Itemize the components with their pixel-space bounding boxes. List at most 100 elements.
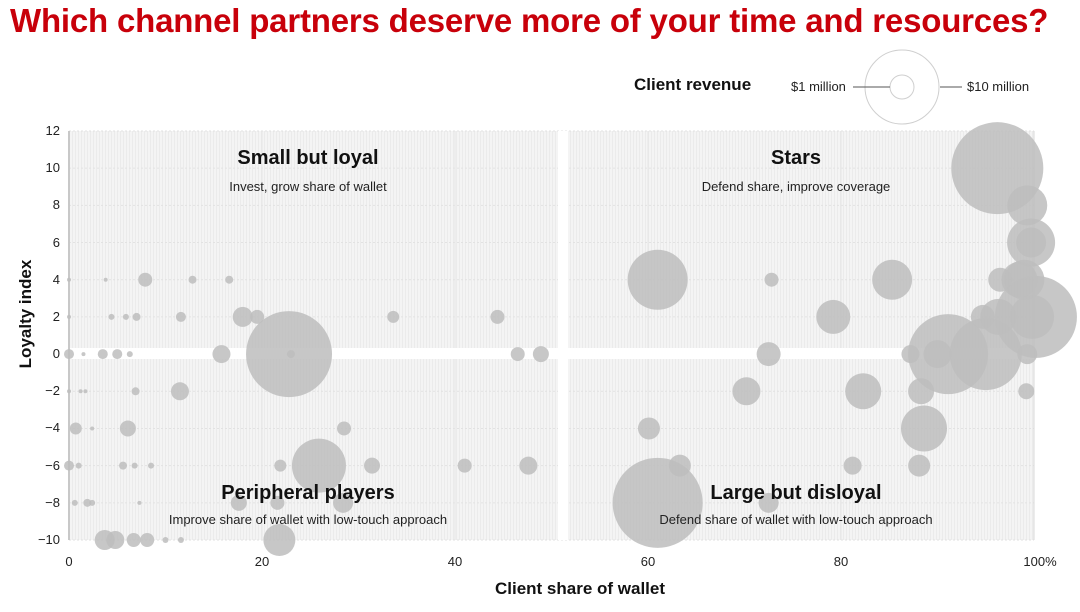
- quadrant-title-small-but-loyal: Small but loyal: [237, 147, 379, 169]
- quadrant-subtitle-peripheral-players: Improve share of wallet with low-touch a…: [168, 512, 448, 527]
- bubble: [170, 382, 189, 401]
- bubble: [137, 500, 142, 505]
- chart-title: Which channel partners deserve more of y…: [10, 2, 1049, 39]
- bubble: [1018, 383, 1035, 400]
- bubble: [81, 352, 86, 357]
- x-tick-label: 80: [833, 554, 849, 569]
- bubble: [131, 387, 140, 396]
- bubble: [843, 456, 862, 475]
- bubble: [510, 347, 525, 362]
- bubble: [90, 426, 95, 431]
- bubble: [872, 259, 913, 300]
- quadrant-title-large-but-disloyal: Large but disloyal: [710, 482, 882, 504]
- bubble: [148, 462, 155, 469]
- bubble: [122, 313, 129, 320]
- size-legend-large-label: $10 million: [967, 79, 1030, 94]
- bubble: [387, 310, 400, 323]
- bubble: [1004, 259, 1045, 300]
- bubble: [764, 272, 779, 287]
- x-tick-label: 20: [254, 554, 270, 569]
- bubble: [364, 457, 381, 474]
- x-tick-label: 60: [640, 554, 656, 569]
- bubble: [119, 420, 136, 437]
- y-tick-label: 4: [52, 271, 60, 287]
- x-tick-label: 100%: [1023, 554, 1057, 569]
- bubble: [951, 122, 1044, 215]
- bubble: [519, 456, 538, 475]
- bubble: [337, 421, 352, 436]
- y-axis-title: Loyalty index: [16, 259, 35, 369]
- y-tick-label: 8: [52, 197, 60, 213]
- bubble: [177, 537, 184, 543]
- y-tick-label: −2: [45, 383, 60, 399]
- bubble: [900, 405, 947, 452]
- bubble: [162, 537, 169, 543]
- quadrant-title-stars: Stars: [770, 147, 822, 169]
- bubble: [923, 340, 952, 369]
- y-tick-label: 6: [52, 234, 60, 250]
- y-tick-label: −8: [45, 494, 60, 510]
- bubble: [457, 458, 472, 473]
- bubble: [108, 313, 115, 320]
- size-legend-small-label: $1 million: [791, 79, 846, 94]
- bubble: [71, 499, 78, 506]
- y-tick-label: −6: [45, 457, 60, 473]
- bubble: [97, 349, 108, 360]
- bubble: [274, 459, 287, 472]
- bubble: [138, 272, 153, 287]
- bubble: [333, 492, 354, 513]
- bubble: [83, 389, 88, 394]
- x-axis-title: Client share of wallet: [494, 579, 666, 598]
- x-tick-label: 40: [447, 554, 463, 569]
- bubble: [140, 533, 155, 547]
- bubble: [230, 494, 247, 511]
- bubble: [286, 350, 295, 359]
- bubble: [103, 277, 108, 282]
- bubble: [64, 349, 74, 360]
- bubble: [69, 422, 82, 435]
- bubble: [83, 498, 92, 507]
- bubble: [106, 531, 125, 549]
- bubble: [132, 312, 141, 321]
- bubble: [67, 277, 71, 282]
- bubble: [291, 438, 346, 493]
- bubble: [612, 457, 703, 548]
- y-tick-label: −10: [37, 532, 60, 547]
- y-tick-label: 0: [52, 346, 60, 362]
- bubble: [250, 309, 265, 324]
- plot-area: [69, 131, 1034, 540]
- y-tick-label: 2: [52, 308, 60, 324]
- quadrant-subtitle-large-but-disloyal: Defend share of wallet with low-touch ap…: [659, 512, 933, 527]
- bubble: [67, 389, 71, 394]
- bubble: [908, 378, 935, 405]
- bubble: [78, 389, 83, 394]
- bubble: [756, 342, 781, 367]
- bubble: [212, 345, 231, 364]
- bubble: [270, 495, 285, 510]
- bubble: [908, 454, 931, 477]
- y-tick-label: 10: [45, 160, 60, 176]
- horizontal-divider: [69, 348, 1034, 359]
- bubble: [532, 346, 549, 363]
- bubbles: [64, 122, 1077, 556]
- size-legend-label: Client revenue: [634, 75, 752, 94]
- bubble: [131, 462, 138, 469]
- bubble: [112, 349, 123, 360]
- bubble: [1010, 294, 1055, 339]
- bubble: [126, 351, 133, 358]
- quadrant-subtitle-stars: Defend share, improve coverage: [701, 179, 891, 194]
- bubble: [188, 275, 197, 284]
- vertical-divider: [558, 131, 568, 540]
- bubble: [732, 377, 761, 406]
- bubble: [64, 460, 74, 471]
- bubble: [75, 462, 82, 469]
- bubble: [119, 461, 128, 470]
- bubble: [263, 524, 296, 556]
- bubble: [816, 299, 851, 334]
- bubble: [225, 275, 234, 284]
- bubble: [490, 309, 505, 324]
- quadrant-subtitle-small-but-loyal: Invest, grow share of wallet: [229, 179, 387, 194]
- bubble: [175, 311, 186, 322]
- y-tick-label: −4: [45, 420, 60, 436]
